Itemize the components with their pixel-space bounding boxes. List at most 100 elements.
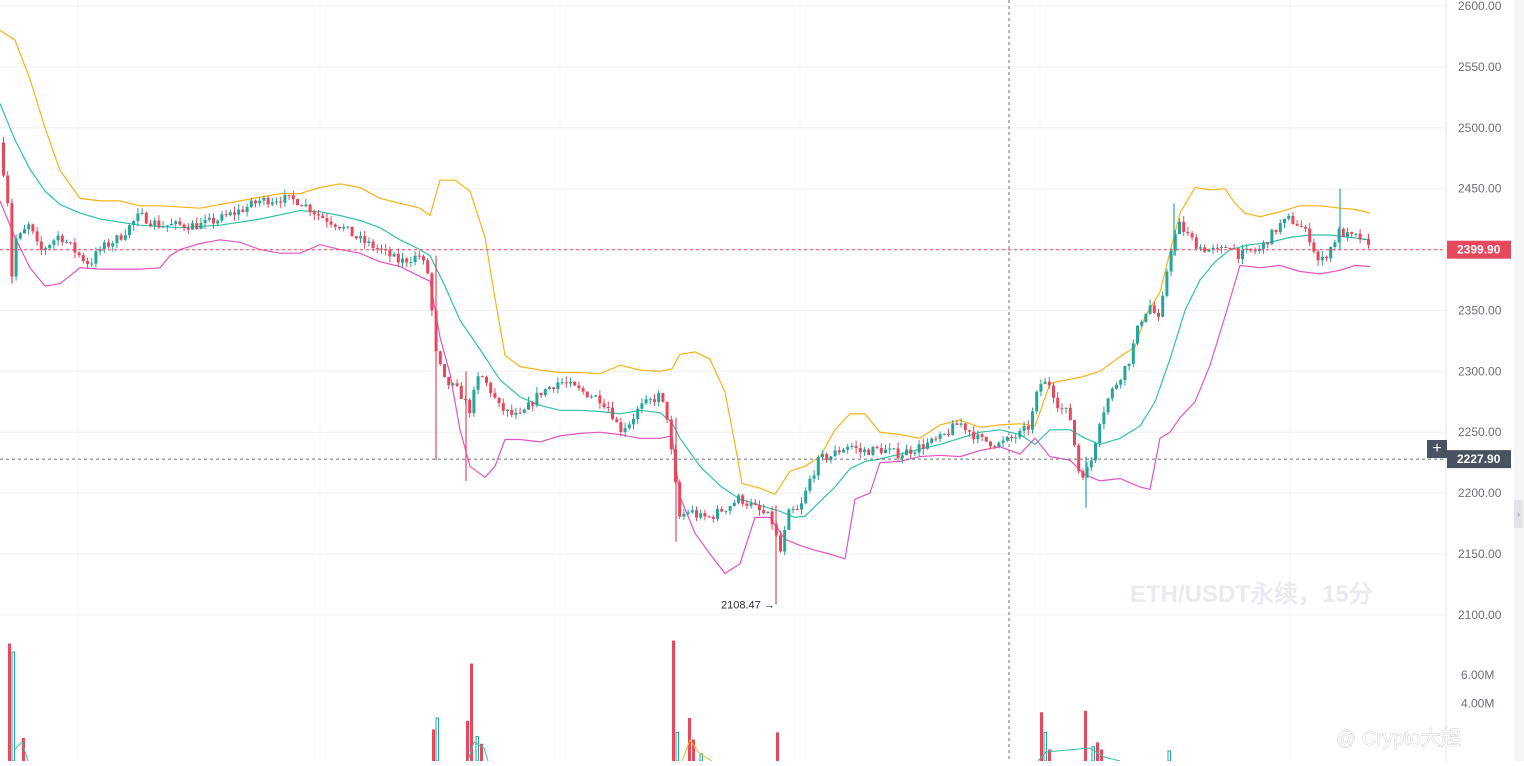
candle-body	[1236, 248, 1240, 260]
candle-body	[648, 399, 652, 401]
candle-body	[1312, 242, 1316, 252]
candle-body	[850, 446, 854, 448]
candle-body	[485, 376, 488, 383]
volume-bar	[1096, 742, 1099, 761]
candle-body	[1329, 247, 1333, 259]
candle-body	[86, 261, 89, 265]
candle-body	[501, 403, 505, 412]
candle-body	[930, 438, 934, 443]
candle-body	[1022, 426, 1026, 431]
candle-body	[573, 381, 577, 386]
candle-body	[401, 258, 404, 263]
candles[interactable]	[2, 136, 1370, 605]
candle-body	[178, 221, 182, 225]
candle-body	[653, 399, 656, 403]
candle-body	[216, 220, 220, 224]
last-price-tag-label: 2399.90	[1457, 243, 1501, 257]
candle-body	[325, 218, 329, 222]
candle-body	[296, 199, 299, 206]
candle-body	[699, 513, 703, 518]
candle-body	[65, 242, 68, 244]
credit-watermark: @ Crypto大超	[1336, 727, 1461, 750]
candle-body	[304, 204, 308, 207]
candle-body	[556, 382, 560, 390]
candle-body	[1354, 233, 1358, 235]
volume-tick-label: 6.00M	[1461, 668, 1494, 682]
candle-body	[1068, 407, 1072, 421]
volume-bar	[470, 663, 473, 761]
candle-body	[1073, 420, 1076, 446]
candle-body	[165, 225, 169, 227]
bollinger-bands	[0, 29, 1371, 575]
candle-body	[1304, 226, 1307, 229]
candle-body	[825, 453, 829, 461]
candle-body	[598, 395, 602, 404]
candle-body	[35, 231, 39, 242]
candle-body	[909, 449, 913, 454]
candle-body	[867, 449, 871, 455]
candle-body	[371, 241, 375, 248]
candle-body	[375, 247, 379, 249]
candle-body	[623, 428, 627, 432]
candle-body	[913, 452, 917, 454]
candle-body	[287, 195, 291, 197]
candle-body	[249, 200, 253, 207]
candle-body	[842, 449, 845, 453]
candle-body	[132, 220, 136, 226]
candle-body	[1224, 247, 1228, 249]
candle-body	[27, 224, 31, 230]
candle-body	[233, 212, 236, 215]
candle-body	[934, 438, 938, 440]
candle-body	[548, 387, 551, 390]
candle-body	[627, 424, 631, 429]
candle-body	[968, 430, 971, 432]
volume-bar	[8, 643, 11, 761]
candle-body	[976, 434, 980, 440]
candle-body	[833, 450, 837, 457]
candle-body	[1060, 408, 1064, 410]
candle-body	[1081, 471, 1085, 478]
candle-body	[1123, 366, 1127, 381]
candle-body	[380, 248, 383, 250]
volume-bar	[1040, 712, 1043, 761]
collapse-panel-handle[interactable]: ›	[1514, 500, 1523, 528]
candle-body	[312, 212, 316, 215]
candle-body	[615, 419, 619, 423]
volume-bar	[692, 739, 695, 761]
candle-body	[1148, 305, 1152, 314]
candle-body	[951, 423, 955, 435]
candle-body	[779, 535, 782, 552]
candle-body	[422, 256, 425, 261]
candle-body	[350, 226, 354, 237]
candle-body	[947, 433, 950, 435]
candle-body	[31, 224, 35, 232]
candle-body	[1228, 247, 1232, 249]
right-scroll-strip[interactable]: ›	[1514, 0, 1524, 761]
candle-body	[119, 235, 123, 240]
candle-body	[207, 217, 211, 220]
candle-body	[669, 419, 673, 450]
price-tick-label: 2550.00	[1458, 60, 1502, 74]
candle-body	[808, 478, 812, 491]
candle-body	[640, 403, 644, 409]
candle-body	[497, 397, 501, 404]
candle-body	[1010, 437, 1013, 439]
candle-body	[1186, 231, 1190, 234]
candle-body	[594, 395, 598, 397]
add-alert-button[interactable]: +	[1427, 440, 1447, 458]
candle-body	[195, 223, 199, 230]
price-tick-label: 2600.00	[1458, 0, 1502, 13]
candle-body	[900, 455, 904, 459]
candle-body	[186, 227, 190, 230]
candle-body	[144, 212, 148, 224]
candle-body	[678, 482, 682, 517]
candle-body	[140, 212, 144, 214]
candle-body	[716, 508, 719, 519]
candle-body	[1094, 443, 1097, 461]
low-price-marker: 2108.47 →	[721, 600, 775, 612]
candle-body	[1169, 250, 1173, 272]
candle-body	[1140, 321, 1144, 326]
candle-body	[237, 209, 241, 215]
